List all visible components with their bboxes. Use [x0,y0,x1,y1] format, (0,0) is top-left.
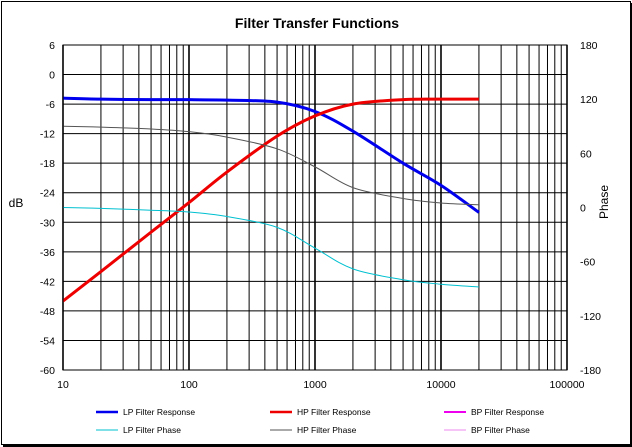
legend: LP Filter Response HP Filter Response BP F… [96,407,544,435]
grid-lines [62,44,568,371]
series-line-hp-filter-phase [62,125,479,206]
y-tick-label: -42 [40,276,55,288]
series-line-lp-filter-phase [62,207,479,288]
x-tick-label: 100000 [549,379,584,391]
plot-area-border [62,44,568,371]
x-tick-label: 100 [180,379,198,391]
y-tick-label: -12 [40,129,55,141]
y2-tick-label: 60 [580,148,592,160]
y-tick-label: -36 [40,247,55,259]
y2-tick-label: 180 [580,40,598,52]
y-tick-label: -48 [40,306,55,318]
x-tick-label: 10000 [426,379,455,391]
y2-tick-label: -180 [580,365,601,377]
y-tick-label: -6 [46,99,55,111]
x-tick-label: 10 [57,379,69,391]
y2-tick-label: -120 [580,311,601,323]
x-tick-label: 1000 [303,379,327,391]
y2-axis-label: Phase [597,185,611,219]
y-tick-label: -60 [40,365,55,377]
legend-label-bp-filter-response: BP Filter Response [471,407,544,417]
legend-label-bp-filter-phase: BP Filter Phase [471,425,530,435]
tick-labels: 60-6-12-18-24-30-36-42-48-54-60180120600… [40,40,601,391]
y2-tick-label: -60 [580,257,595,269]
series-line-hp-filter-response [62,97,479,303]
y-tick-label: -30 [40,217,55,229]
y2-tick-label: 0 [580,203,586,215]
legend-label-lp-filter-phase: LP Filter Phase [123,425,181,435]
y2-tick-label: 120 [580,94,598,106]
y-tick-label: -24 [40,188,55,200]
legend-label-hp-filter-response: HP Filter Response [297,407,371,417]
series-lines [62,96,480,303]
legend-label-hp-filter-phase: HP Filter Phase [297,425,357,435]
chart-title: Filter Transfer Functions [235,15,399,31]
series-line-lp-filter-response [62,96,480,214]
legend-label-lp-filter-response: LP Filter Response [123,407,195,417]
y-tick-label: -54 [40,335,55,347]
y-tick-label: 0 [49,70,55,82]
y-axis-label: dB [9,196,24,210]
y-tick-label: -18 [40,158,55,170]
y-tick-label: 6 [49,40,55,52]
